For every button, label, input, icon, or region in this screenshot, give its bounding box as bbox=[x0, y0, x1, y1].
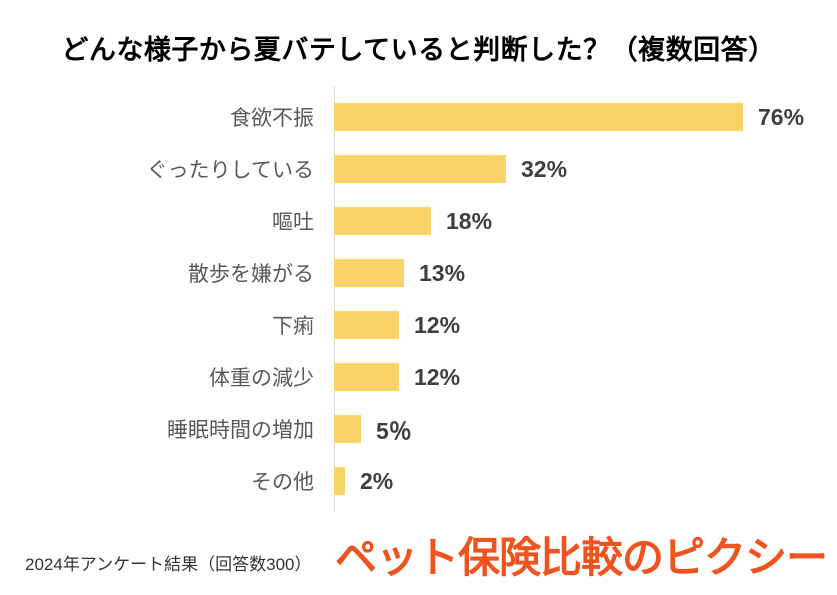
bar bbox=[334, 155, 506, 183]
bar bbox=[334, 259, 404, 287]
bar bbox=[334, 363, 399, 391]
bar bbox=[334, 467, 345, 495]
bar-row: 食欲不振 76% bbox=[24, 91, 814, 143]
bar-row: 散歩を嫌がる 13% bbox=[24, 247, 814, 299]
value-label: 5％ bbox=[376, 418, 412, 444]
pixii-brand-logo: ペット保険比較のピクシー bbox=[334, 534, 828, 581]
value-label: 32% bbox=[521, 155, 568, 182]
bar-row: 下痢 12% bbox=[24, 299, 814, 351]
bar-row: 睡眠時間の増加 5％ bbox=[24, 403, 814, 455]
bar-row: その他 2% bbox=[24, 455, 814, 507]
bar bbox=[334, 415, 361, 443]
bar bbox=[334, 103, 743, 131]
bar bbox=[334, 207, 431, 235]
category-label: ぐったりしている bbox=[146, 159, 314, 182]
category-label: 食欲不振 bbox=[230, 107, 314, 130]
bar-chart: 食欲不振 76% ぐったりしている 32% 嘔吐 18% 散歩を嫌がる bbox=[24, 86, 814, 512]
category-label: 体重の減少 bbox=[209, 367, 314, 390]
bar-row: ぐったりしている 32% bbox=[24, 143, 814, 195]
value-label: 12% bbox=[414, 311, 461, 338]
bar bbox=[334, 311, 399, 339]
value-label: 76% bbox=[758, 103, 805, 130]
value-label: 18% bbox=[446, 207, 493, 234]
category-label: 睡眠時間の増加 bbox=[167, 419, 314, 442]
source-note: 2024年アンケート結果（回答数300） bbox=[25, 555, 312, 574]
bar-row: 体重の減少 12% bbox=[24, 351, 814, 403]
value-label: 12% bbox=[414, 363, 461, 390]
bar-row: 嘔吐 18% bbox=[24, 195, 814, 247]
category-label: 嘔吐 bbox=[272, 211, 314, 234]
category-label: 下痢 bbox=[272, 315, 314, 338]
value-label: 2% bbox=[360, 467, 394, 494]
category-label: その他 bbox=[251, 471, 314, 494]
chart-title: どんな様子から夏バテしていると判断した？（複数回答） bbox=[61, 35, 776, 65]
category-label: 散歩を嫌がる bbox=[188, 263, 314, 286]
y-axis-line bbox=[334, 86, 335, 512]
value-label: 13% bbox=[419, 259, 466, 286]
